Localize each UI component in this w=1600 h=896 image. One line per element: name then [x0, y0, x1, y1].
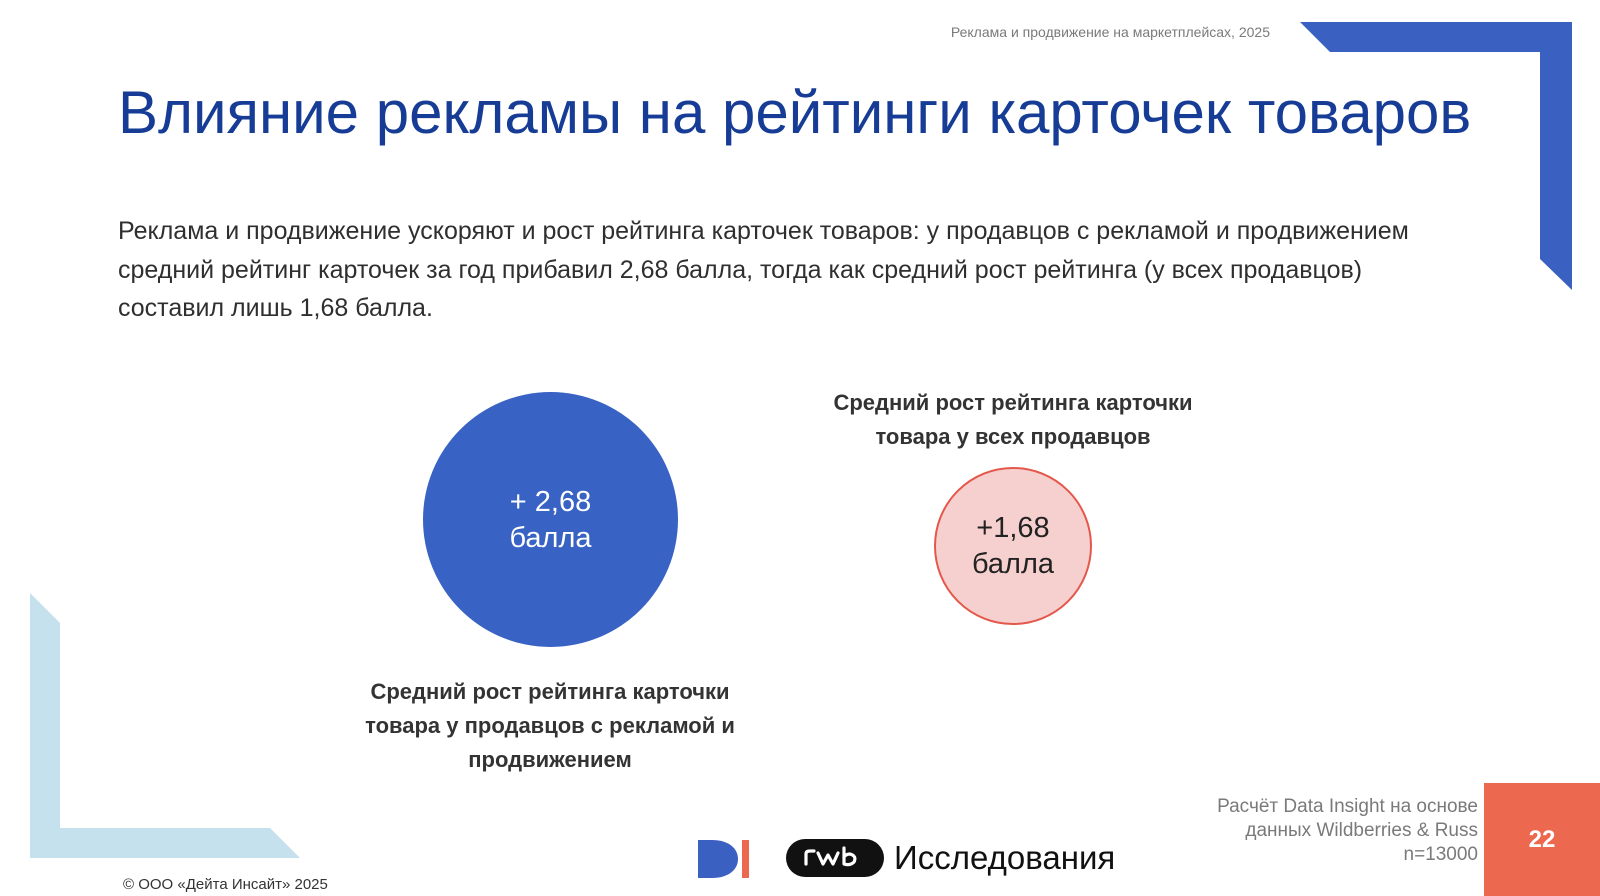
metric-unit-ads: балла: [509, 521, 592, 554]
metric-circle-ads: + 2,68 балла: [423, 392, 678, 647]
metric-caption-all: Средний рост рейтинга карточки товара у …: [833, 390, 1193, 449]
metric-unit-all: балла: [971, 548, 1055, 580]
rwb-logo-icon: [786, 839, 884, 877]
source-line-1: Расчёт Data Insight на основе: [1217, 796, 1478, 817]
page-number: 22: [1484, 783, 1600, 896]
lead-paragraph: Реклама и продвижение ускоряют и рост ре…: [118, 217, 1409, 322]
page-title: Влияние рекламы на рейтинги карточек тов…: [118, 79, 1472, 146]
corner-bracket-bottom-left-icon: [30, 593, 300, 858]
metric-circle-all: +1,68 балла: [934, 467, 1092, 625]
research-logo-text: Исследования: [894, 839, 1116, 876]
corner-bracket-top-right-icon: [1300, 22, 1572, 290]
header-note: Реклама и продвижение на маркетплейсах, …: [950, 24, 1270, 40]
metric-value-all: +1,68: [976, 512, 1050, 544]
copyright: © ООО «Дейта Инсайт» 2025: [123, 876, 328, 893]
metric-caption-ads: Средний рост рейтинга карточки товара у …: [365, 679, 735, 772]
source-note: Расчёт Data Insight на основе данных Wil…: [1140, 795, 1478, 867]
data-insight-logo-icon: [698, 840, 749, 878]
metric-value-ads: + 2,68: [509, 485, 592, 518]
source-line-2: данных Wildberries & Russ: [1245, 820, 1478, 841]
source-line-3: n=13000: [1403, 844, 1479, 865]
